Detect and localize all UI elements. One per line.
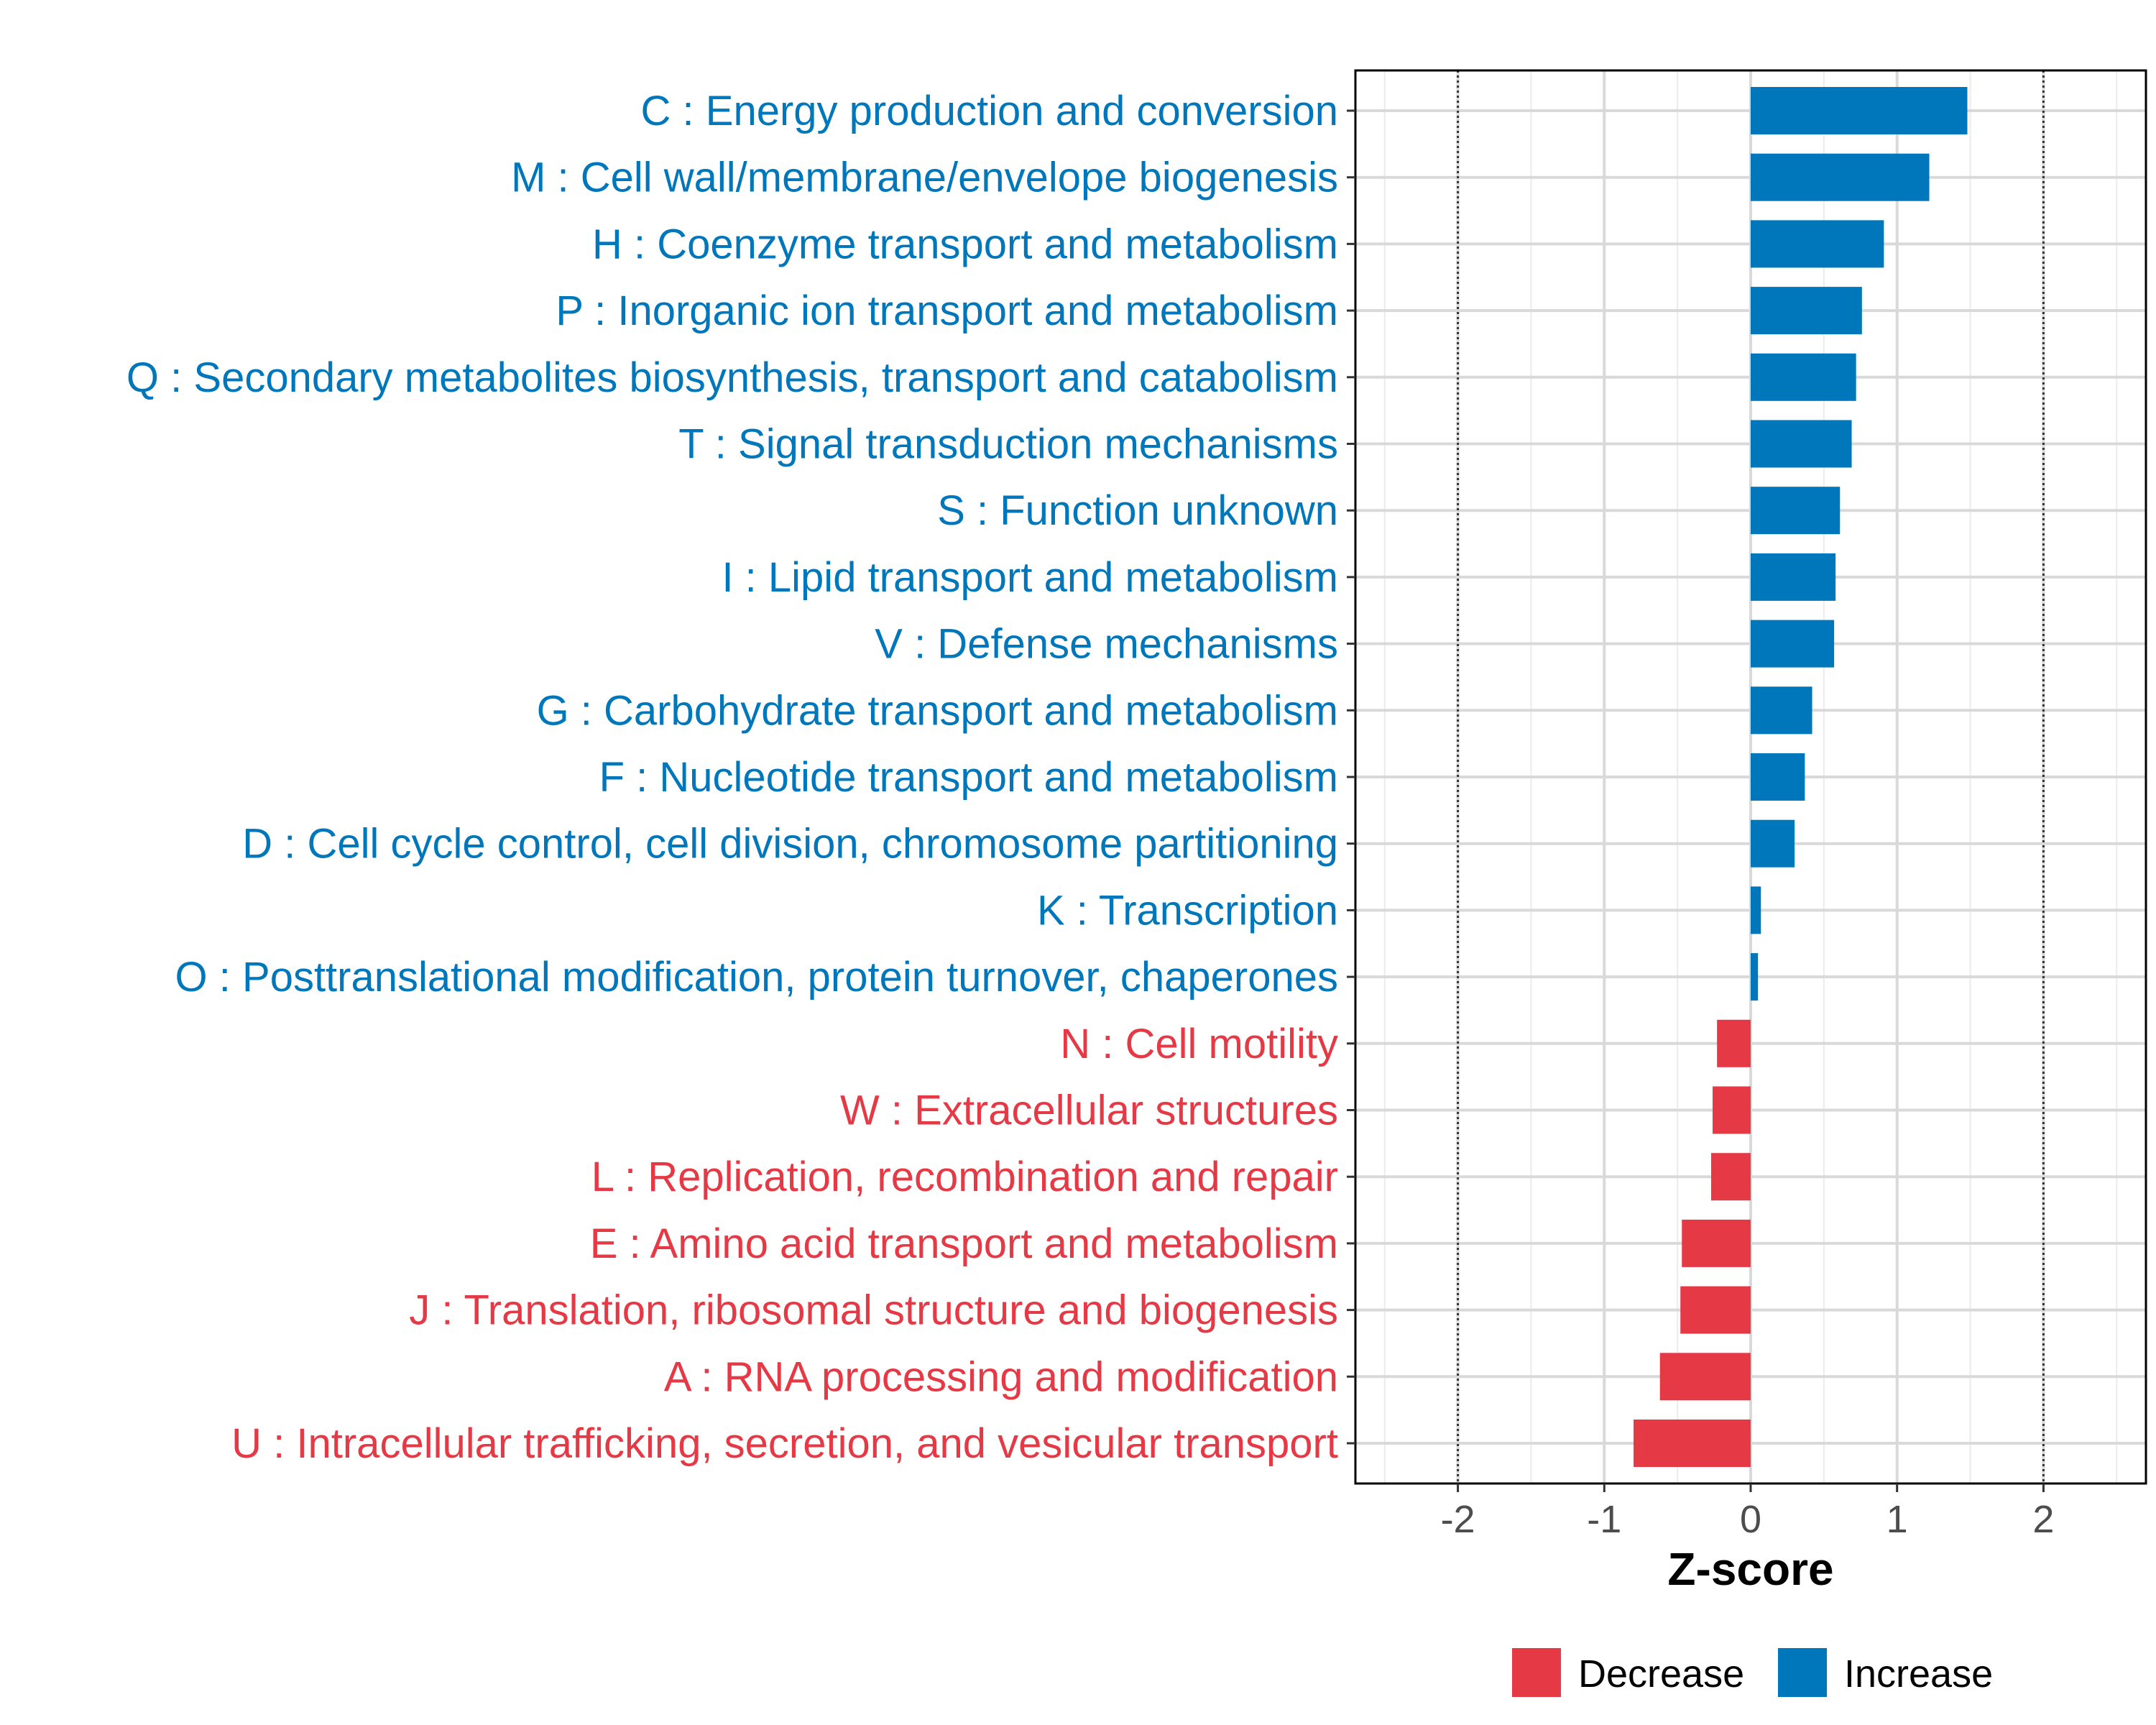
x-tick-label: 1	[1886, 1498, 1908, 1541]
x-axis-ticks: -2 -1 0 1 2	[1441, 1484, 2054, 1541]
x-tick-label: 0	[1740, 1498, 1761, 1541]
y-category-label: K : Transcription	[1037, 887, 1338, 934]
bar-7	[1751, 487, 1841, 535]
bar-21	[1634, 1420, 1751, 1467]
y-category-label: Q : Secondary metabolites biosynthesis, …	[126, 354, 1338, 401]
bar-13	[1751, 886, 1761, 934]
y-category-label: L : Replication, recombination and repai…	[591, 1154, 1338, 1200]
legend-label-decrease: Decrease	[1578, 1652, 1744, 1696]
bar-6	[1751, 420, 1852, 468]
bar-15	[1717, 1019, 1751, 1067]
bar-1	[1751, 87, 1968, 134]
y-category-label: N : Cell motility	[1060, 1021, 1338, 1067]
bar-19	[1680, 1286, 1751, 1334]
bar-4	[1751, 287, 1862, 335]
legend-swatch-decrease	[1512, 1648, 1561, 1697]
bar-5	[1751, 353, 1856, 401]
bars	[1634, 87, 1968, 1467]
bar-20	[1659, 1353, 1751, 1401]
bar-2	[1751, 153, 1930, 201]
x-tick-label: -2	[1441, 1498, 1475, 1541]
y-category-label: A : RNA processing and modification	[664, 1353, 1338, 1400]
bar-18	[1682, 1219, 1751, 1267]
bar-8	[1751, 553, 1836, 601]
bar-9	[1751, 620, 1835, 668]
bar-17	[1711, 1153, 1751, 1201]
bar-16	[1713, 1086, 1751, 1134]
bar-11	[1751, 753, 1805, 801]
y-category-label: U : Intracellular trafficking, secretion…	[231, 1420, 1338, 1467]
bar-10	[1751, 686, 1812, 735]
y-category-label: C : Energy production and conversion	[641, 88, 1338, 134]
bar-14	[1751, 953, 1759, 1001]
legend: Decrease Increase	[1512, 1648, 1993, 1697]
y-axis-category-labels: C : Energy production and conversion M : …	[126, 88, 1338, 1467]
y-category-label: D : Cell cycle control, cell division, c…	[242, 821, 1338, 868]
y-category-label: T : Signal transduction mechanisms	[678, 421, 1338, 468]
y-axis-ticks	[1347, 109, 1355, 1445]
y-category-label: I : Lipid transport and metabolism	[722, 554, 1338, 601]
legend-swatch-increase	[1778, 1648, 1827, 1697]
y-category-label: F : Nucleotide transport and metabolism	[599, 754, 1338, 801]
y-category-label: H : Coenzyme transport and metabolism	[592, 221, 1338, 267]
y-category-label: M : Cell wall/membrane/envelope biogenes…	[511, 155, 1338, 201]
y-category-label: S : Function unknown	[937, 487, 1338, 534]
y-category-label: J : Translation, ribosomal structure and…	[409, 1287, 1338, 1334]
x-tick-label: -1	[1587, 1498, 1621, 1541]
y-category-label: O : Posttranslational modification, prot…	[175, 954, 1338, 1000]
y-category-label: V : Defense mechanisms	[875, 621, 1338, 668]
legend-label-increase: Increase	[1844, 1652, 1993, 1696]
bar-3	[1751, 220, 1884, 268]
y-category-label: P : Inorganic ion transport and metaboli…	[556, 288, 1338, 334]
x-axis-title: Z-score	[1667, 1543, 1833, 1595]
y-category-label: G : Carbohydrate transport and metabolis…	[537, 687, 1338, 734]
y-category-label: E : Amino acid transport and metabolism	[590, 1220, 1338, 1267]
x-tick-label: 2	[2032, 1498, 2054, 1541]
bar-12	[1751, 819, 1795, 868]
y-category-label: W : Extracellular structures	[840, 1087, 1338, 1134]
